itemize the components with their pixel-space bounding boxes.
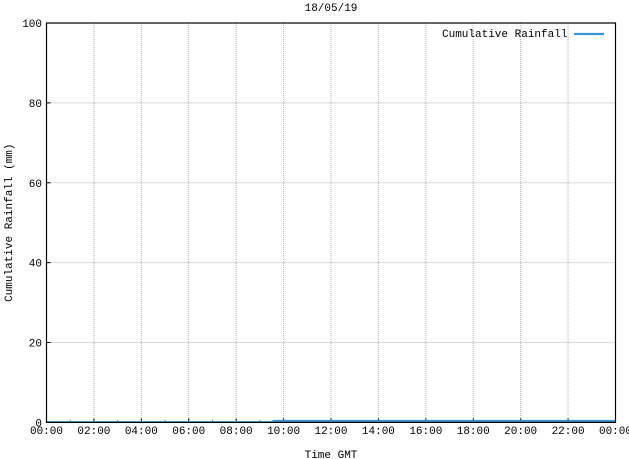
svg-text:02:00: 02:00 bbox=[77, 426, 110, 438]
svg-text:06:00: 06:00 bbox=[172, 426, 205, 438]
svg-text:20: 20 bbox=[29, 339, 42, 351]
svg-text:80: 80 bbox=[29, 99, 42, 111]
svg-text:18:00: 18:00 bbox=[457, 426, 490, 438]
svg-text:Cumulative Rainfall (mm): Cumulative Rainfall (mm) bbox=[4, 143, 16, 301]
svg-text:60: 60 bbox=[29, 179, 42, 191]
svg-text:40: 40 bbox=[29, 259, 42, 271]
svg-text:20:00: 20:00 bbox=[504, 426, 537, 438]
svg-text:00:00: 00:00 bbox=[30, 426, 63, 438]
svg-text:14:00: 14:00 bbox=[362, 426, 395, 438]
svg-text:04:00: 04:00 bbox=[125, 426, 158, 438]
svg-text:18/05/19: 18/05/19 bbox=[305, 3, 358, 15]
svg-text:08:00: 08:00 bbox=[220, 426, 253, 438]
svg-text:10:00: 10:00 bbox=[267, 426, 300, 438]
svg-text:22:00: 22:00 bbox=[552, 426, 585, 438]
svg-text:Time GMT: Time GMT bbox=[305, 450, 358, 459]
svg-text:16:00: 16:00 bbox=[409, 426, 442, 438]
svg-text:00:00: 00:00 bbox=[599, 426, 629, 438]
svg-text:100: 100 bbox=[22, 19, 42, 31]
svg-text:12:00: 12:00 bbox=[314, 426, 347, 438]
svg-text:Cumulative Rainfall: Cumulative Rainfall bbox=[442, 29, 567, 41]
